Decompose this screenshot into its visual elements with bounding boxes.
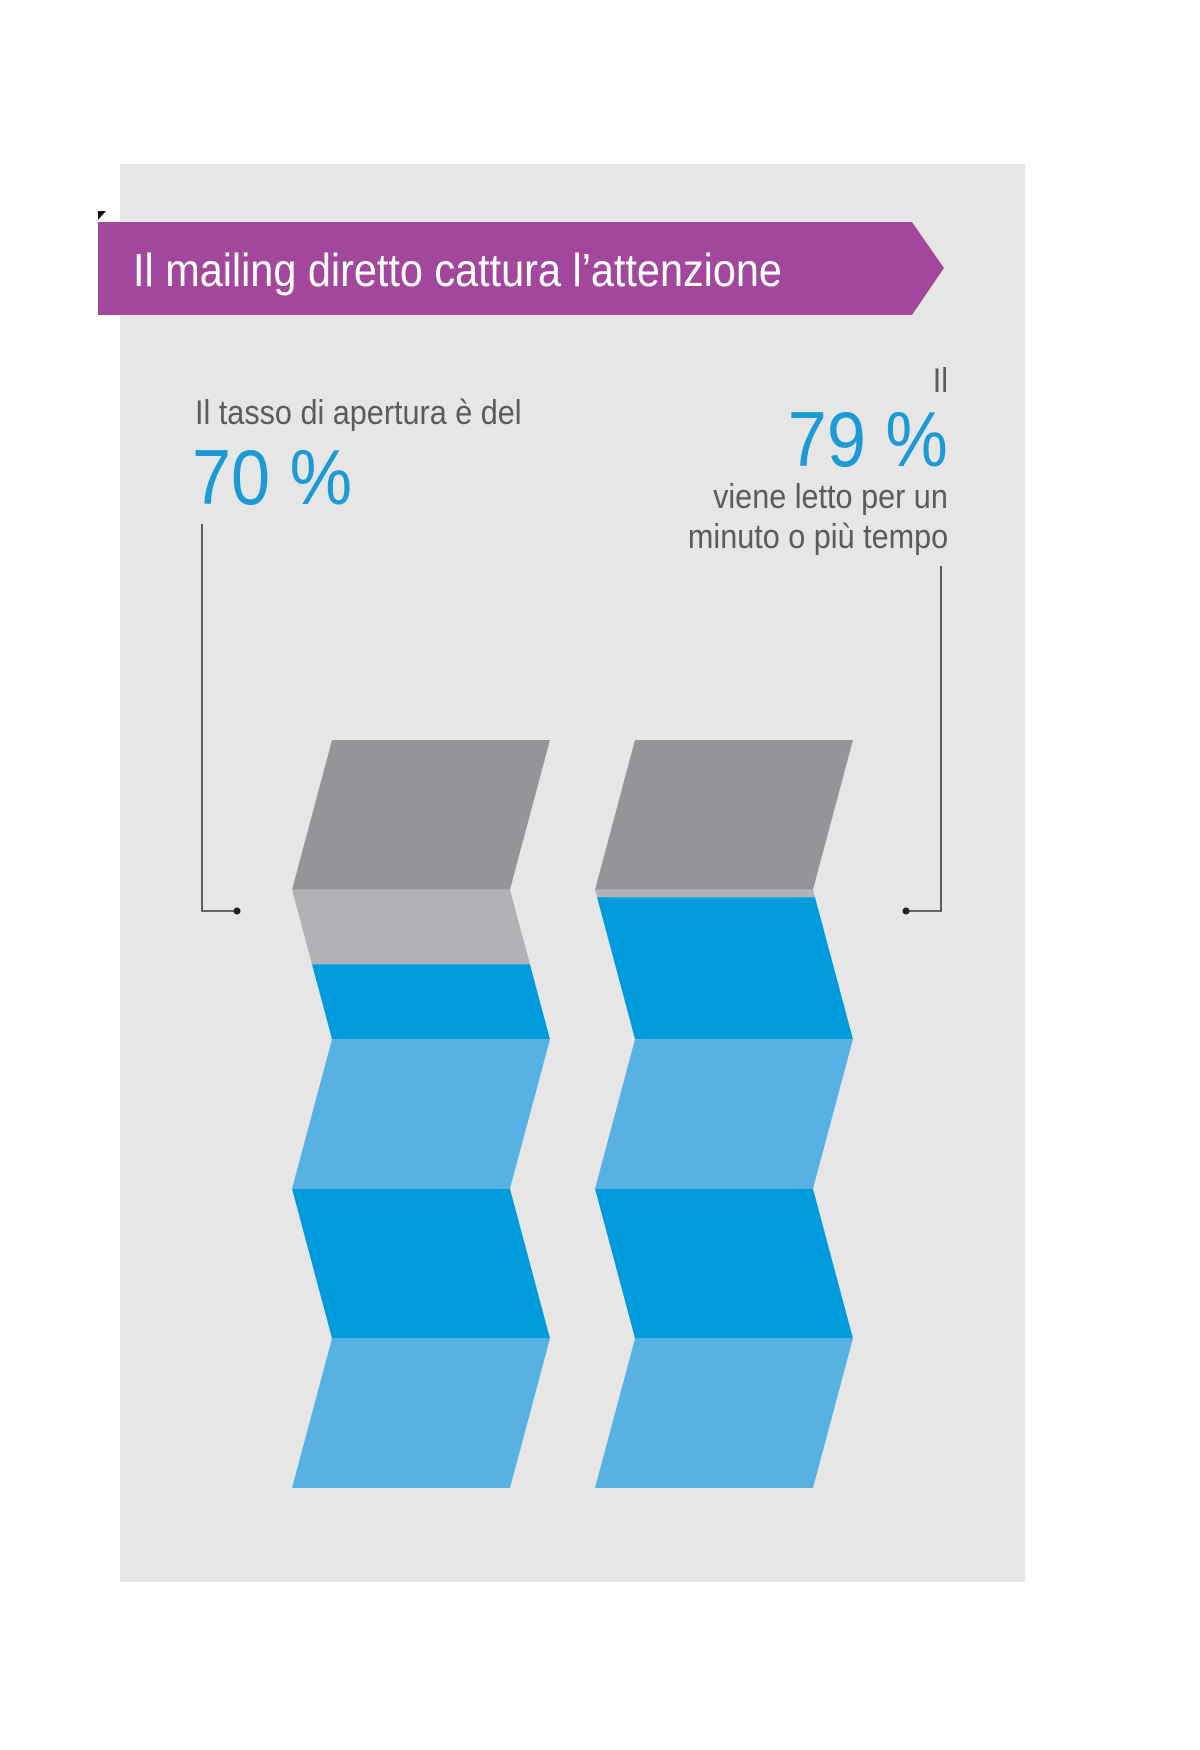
- infographic-panel: [120, 164, 1025, 1582]
- left-callout-label: Il tasso di apertura è del: [195, 394, 522, 432]
- bar-0-empty-segment-1: [292, 889, 530, 965]
- right-callout-line2: minuto o più tempo: [687, 518, 948, 556]
- bar-0-filled-segment-2: [292, 1039, 550, 1189]
- bar-0-filled-segment-3: [292, 1188, 550, 1339]
- bar-0-filled-segment-1: [312, 964, 550, 1040]
- left-leader-line: [201, 524, 237, 912]
- bar-1-filled-segment-2: [595, 1039, 853, 1189]
- right-leader-line: [906, 566, 942, 912]
- bar-1-filled-segment-3: [595, 1188, 853, 1339]
- right-callout-prefix: Il: [932, 362, 948, 400]
- right-callout-line1: viene letto per un: [713, 478, 948, 516]
- bar-1-filled-segment-4: [595, 1338, 853, 1488]
- right-callout-value: 79 %: [787, 395, 948, 483]
- left-leader-dot: [233, 907, 241, 915]
- title-banner: [98, 211, 944, 315]
- bar-1-empty-segment-0: [595, 740, 853, 890]
- bar-0-empty-segment-0: [292, 740, 550, 890]
- bar-0-filled-segment-4: [292, 1338, 550, 1488]
- bar-1-filled-segment-1: [597, 897, 853, 1040]
- bar-1-empty-segment-1: [595, 889, 815, 898]
- page-title: Il mailing diretto cattura l’attenzione: [133, 244, 782, 296]
- right-leader-dot: [902, 907, 910, 915]
- left-callout-value: 70 %: [192, 433, 353, 521]
